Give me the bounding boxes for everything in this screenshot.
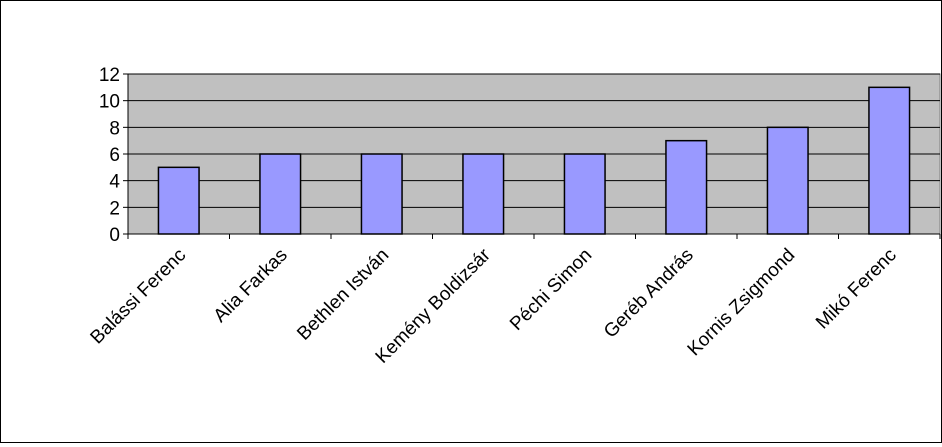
bars <box>157 86 911 235</box>
x-tick-label: Kornis Zsigmond <box>684 245 800 361</box>
y-tick-labels: 0 2 4 6 8 10 12 <box>99 65 121 246</box>
y-tick-label: 6 <box>109 145 120 166</box>
y-tick-label: 2 <box>109 198 120 219</box>
axes <box>123 73 941 239</box>
x-tick-label: Péchi Simon <box>506 245 596 335</box>
bar <box>563 153 606 235</box>
y-tick-label: 0 <box>109 225 120 246</box>
bar <box>360 153 403 235</box>
x-tick-label: Mikó Ferenc <box>812 245 901 334</box>
x-tick-label: Geréb András <box>600 245 698 343</box>
y-tick-label: 8 <box>109 118 120 139</box>
bar <box>766 126 809 235</box>
y-tick-label: 10 <box>99 92 120 113</box>
bar <box>157 166 200 235</box>
bar <box>462 153 505 235</box>
bar <box>868 86 911 235</box>
x-tick-label: Alia Farkas <box>210 245 292 327</box>
x-tick-label: Kemény Boldizsár <box>372 244 496 368</box>
y-tick-label: 4 <box>109 172 120 193</box>
bar <box>259 153 302 235</box>
x-tick-label: Balássi Ferenc <box>87 245 191 349</box>
x-tick-labels: Balássi Ferenc Alia Farkas Bethlen IstvánK… <box>87 244 901 368</box>
y-tick-label: 12 <box>99 65 120 86</box>
x-tick-label: Bethlen István <box>293 245 393 345</box>
bar <box>665 139 708 235</box>
